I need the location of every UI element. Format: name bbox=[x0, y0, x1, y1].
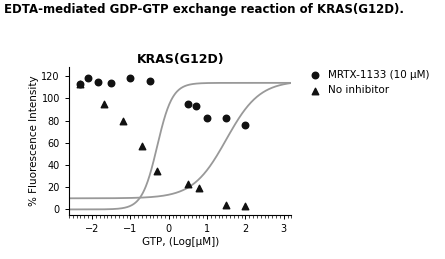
MRTX-1133 (10 μM) bbox=[146, 78, 153, 83]
MRTX-1133 (10 μM) bbox=[184, 102, 191, 106]
Y-axis label: % Fluorescence Intensity: % Fluorescence Intensity bbox=[28, 76, 39, 206]
No inhibitor bbox=[138, 144, 146, 148]
No inhibitor bbox=[184, 182, 191, 186]
MRTX-1133 (10 μM) bbox=[203, 116, 210, 120]
No inhibitor bbox=[222, 203, 230, 207]
Text: EDTA-mediated GDP-GTP exchange reaction of KRAS(G12D).: EDTA-mediated GDP-GTP exchange reaction … bbox=[4, 3, 405, 16]
No inhibitor bbox=[196, 186, 203, 190]
MRTX-1133 (10 μM) bbox=[94, 80, 101, 84]
No inhibitor bbox=[242, 204, 249, 208]
MRTX-1133 (10 μM) bbox=[85, 76, 92, 81]
X-axis label: GTP, (Log[μM]): GTP, (Log[μM]) bbox=[142, 237, 219, 247]
MRTX-1133 (10 μM) bbox=[127, 76, 134, 81]
No inhibitor bbox=[154, 169, 161, 173]
MRTX-1133 (10 μM) bbox=[192, 104, 199, 108]
MRTX-1133 (10 μM) bbox=[108, 81, 115, 85]
Legend: MRTX-1133 (10 μM), No inhibitor: MRTX-1133 (10 μM), No inhibitor bbox=[306, 70, 430, 95]
MRTX-1133 (10 μM) bbox=[77, 82, 84, 86]
No inhibitor bbox=[119, 119, 126, 123]
MRTX-1133 (10 μM) bbox=[242, 123, 249, 127]
No inhibitor bbox=[77, 82, 84, 86]
No inhibitor bbox=[100, 102, 107, 106]
Title: KRAS(G12D): KRAS(G12D) bbox=[137, 53, 224, 66]
MRTX-1133 (10 μM) bbox=[222, 116, 230, 120]
